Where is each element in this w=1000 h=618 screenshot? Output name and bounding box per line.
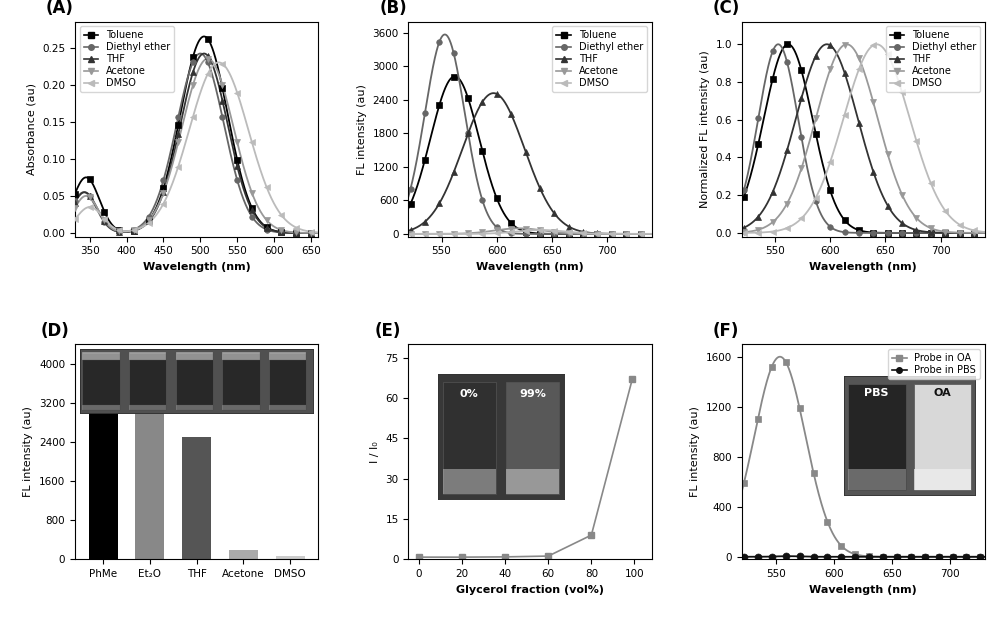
Y-axis label: Absorbance (au): Absorbance (au) [27, 83, 37, 175]
Y-axis label: Normalized FL intensity (au): Normalized FL intensity (au) [700, 50, 710, 208]
Legend: Toluene, Diethyl ether, THF, Acetone, DMSO: Toluene, Diethyl ether, THF, Acetone, DM… [552, 27, 647, 92]
Text: (B): (B) [379, 0, 407, 17]
Text: (A): (A) [46, 0, 74, 17]
X-axis label: Wavelength (nm): Wavelength (nm) [476, 262, 584, 272]
Legend: Toluene, Diethyl ether, THF, Acetone, DMSO: Toluene, Diethyl ether, THF, Acetone, DM… [80, 27, 174, 92]
Y-axis label: FL intensity (au): FL intensity (au) [690, 406, 700, 497]
Legend: Probe in OA, Probe in PBS: Probe in OA, Probe in PBS [888, 349, 980, 379]
Bar [229, 549, 258, 559]
Bar [89, 413, 118, 559]
Text: (E): (E) [374, 322, 401, 340]
Y-axis label: FL intensity (au): FL intensity (au) [357, 83, 367, 175]
X-axis label: Wavelength (nm): Wavelength (nm) [809, 585, 917, 595]
Text: (C): (C) [712, 0, 740, 17]
Bar [135, 391, 164, 559]
Bar [276, 556, 305, 559]
Bar [182, 437, 211, 559]
X-axis label: Wavelength (nm): Wavelength (nm) [143, 262, 251, 272]
Y-axis label: FL intensity (au): FL intensity (au) [23, 406, 33, 497]
Y-axis label: I / I₀: I / I₀ [370, 441, 380, 463]
X-axis label: Wavelength (nm): Wavelength (nm) [809, 262, 917, 272]
Legend: Toluene, Diethyl ether, THF, Acetone, DMSO: Toluene, Diethyl ether, THF, Acetone, DM… [886, 27, 980, 92]
Text: (F): (F) [712, 322, 739, 340]
X-axis label: Glycerol fraction (vol%): Glycerol fraction (vol%) [456, 585, 604, 595]
Text: (D): (D) [41, 322, 70, 340]
